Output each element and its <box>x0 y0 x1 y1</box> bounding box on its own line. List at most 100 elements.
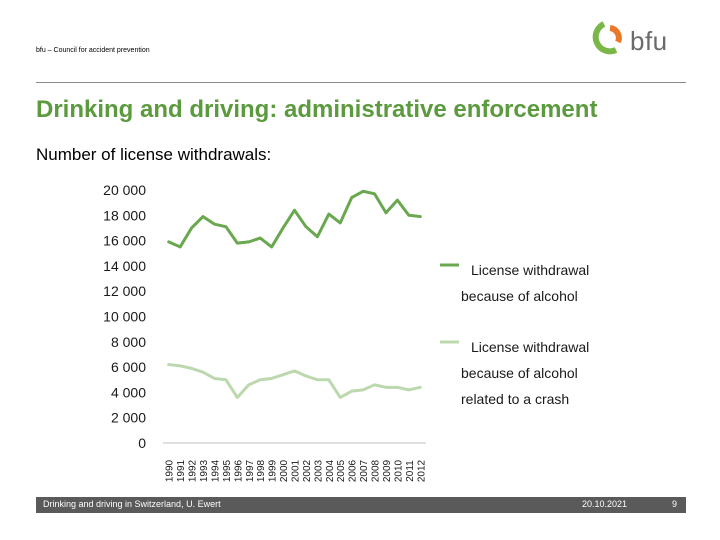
data-point <box>236 241 239 245</box>
data-point <box>384 386 388 389</box>
x-tick-label: 1991 <box>176 459 187 482</box>
data-point <box>178 364 182 368</box>
data-point <box>224 225 228 228</box>
data-point <box>213 222 216 226</box>
y-tick-label: 0 <box>138 435 146 451</box>
x-tick-label: 2004 <box>325 459 336 482</box>
data-point <box>350 389 353 393</box>
data-point <box>316 235 319 239</box>
y-axis-labels: 0 2 000 4 000 6 000 8 000 10 000 12 000 14 000 1… <box>103 182 146 451</box>
data-point <box>293 369 296 373</box>
data-point <box>304 225 308 228</box>
data-point <box>270 377 273 380</box>
data-point <box>167 240 170 244</box>
data-point <box>384 211 388 214</box>
x-tick-label: 2010 <box>393 459 404 482</box>
y-tick-label: 6 000 <box>111 359 146 375</box>
y-tick-label: 8 000 <box>111 334 146 350</box>
page-title: Drinking and driving: administrative enf… <box>36 96 598 123</box>
y-tick-label: 12 000 <box>103 283 146 299</box>
data-point <box>224 378 228 381</box>
data-point <box>419 215 422 218</box>
y-tick-label: 20 000 <box>103 182 146 198</box>
footer-date: 20.10.2021 <box>582 499 628 509</box>
x-tick-label: 2000 <box>279 459 290 482</box>
y-tick-label: 4 000 <box>111 384 146 400</box>
bfu-logo-icon <box>592 21 622 55</box>
legend: License withdrawal because of alcohol Lice… <box>440 262 589 407</box>
x-tick-label: 1992 <box>188 459 199 482</box>
x-tick-label: 2008 <box>371 459 382 482</box>
data-point <box>247 240 250 244</box>
org-name: bfu – Council for accident prevention <box>36 47 150 54</box>
x-tick-label: 1996 <box>233 459 244 482</box>
data-point <box>419 386 422 389</box>
x-tick-label: 1994 <box>210 459 221 482</box>
data-point <box>236 396 239 399</box>
header-rule <box>36 82 686 83</box>
y-tick-label: 10 000 <box>103 309 146 325</box>
data-point <box>281 373 285 376</box>
data-point <box>281 226 285 230</box>
x-tick-label: 1999 <box>268 459 279 482</box>
data-point <box>293 209 296 212</box>
legend-label: related to a crash <box>461 391 569 407</box>
x-tick-label: 2009 <box>382 459 393 482</box>
data-point <box>304 374 308 378</box>
x-tick-label: 2005 <box>336 459 347 482</box>
data-point <box>247 383 250 387</box>
legend-label: because of alcohol <box>461 288 578 304</box>
x-tick-label: 1997 <box>245 459 256 482</box>
data-point <box>190 226 193 230</box>
footer-page-number: 9 <box>672 499 678 509</box>
y-tick-label: 18 000 <box>103 207 146 223</box>
series-line-1 <box>167 189 422 249</box>
data-point <box>258 378 262 381</box>
data-point <box>178 245 182 249</box>
footer-source: Drinking and driving in Switzerland, U. … <box>43 499 221 509</box>
data-point <box>258 236 262 240</box>
data-point <box>270 245 273 249</box>
data-point <box>350 196 353 199</box>
data-point <box>339 221 342 225</box>
data-point <box>361 190 365 193</box>
data-point <box>396 198 399 202</box>
data-point <box>373 192 376 195</box>
legend-label: License withdrawal <box>471 262 589 278</box>
y-tick-label: 2 000 <box>111 410 146 426</box>
x-tick-label: 2003 <box>313 459 324 482</box>
data-point <box>407 388 411 392</box>
data-point <box>327 378 331 381</box>
x-tick-label: 1998 <box>256 459 267 482</box>
bfu-logo: bfu <box>586 20 686 60</box>
data-point <box>396 386 399 389</box>
series-line-2 <box>167 363 422 399</box>
x-tick-label: 2007 <box>359 459 370 482</box>
legend-label: because of alcohol <box>461 365 578 381</box>
x-tick-label: 2011 <box>405 460 416 482</box>
footer-bar: Drinking and driving in Switzerland, U. … <box>36 497 686 513</box>
data-point <box>201 370 205 374</box>
logo-text: bfu <box>630 26 668 56</box>
x-tick-label: 1990 <box>165 459 176 482</box>
x-tick-label: 2001 <box>291 459 302 482</box>
x-tick-label: 1995 <box>222 459 233 482</box>
data-point <box>373 383 376 387</box>
x-axis-labels: 1990 1991 1992 1993 1994 1995 1996 1997 1998 1999… <box>165 459 428 482</box>
data-point <box>339 396 342 399</box>
legend-label: License withdrawal <box>471 339 589 355</box>
x-tick-label: 1993 <box>199 459 210 482</box>
x-tick-label: 2012 <box>416 459 427 482</box>
data-point <box>167 363 170 366</box>
x-tick-label: 2002 <box>302 459 313 482</box>
data-point <box>190 367 193 370</box>
x-tick-label: 2006 <box>348 459 359 482</box>
data-point <box>316 378 319 381</box>
data-point <box>407 214 411 217</box>
y-tick-label: 14 000 <box>103 258 146 274</box>
data-point <box>201 215 205 218</box>
y-tick-label: 16 000 <box>103 233 146 249</box>
data-point <box>213 377 216 380</box>
chart-subtitle: Number of license withdrawals: <box>36 145 272 164</box>
